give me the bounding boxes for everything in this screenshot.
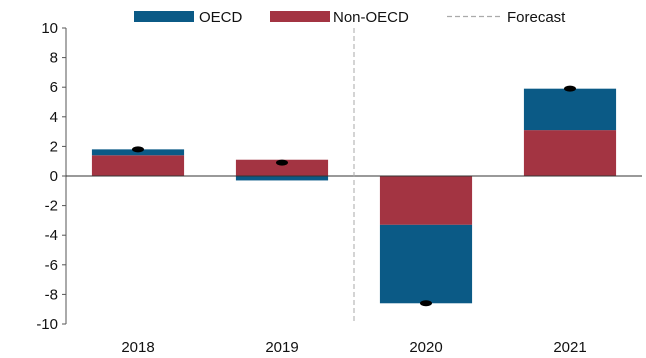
y-tick-label: 4 [50,109,58,126]
bar-oecd-2019 [235,176,329,181]
legend-label-non-oecd: Non-OECD [333,9,409,26]
legend-label-forecast: Forecast [507,9,566,26]
bar-non-oecd-2020 [379,176,473,225]
y-tick-label: -8 [45,286,58,303]
y-tick-label: 6 [50,79,58,96]
x-tick-label: 2018 [121,339,154,356]
y-tick-label: -4 [45,227,58,244]
y-tick-label: 10 [41,20,58,37]
y-tick-label: -10 [36,316,58,333]
legend-swatch-oecd [134,11,194,22]
legend-swatch-non-oecd [270,11,330,22]
legend-label-oecd: OECD [199,9,243,26]
x-axis: 2018 2019 2020 2021 [121,339,586,356]
total-marker-2021 [564,85,576,92]
x-tick-label: 2021 [553,339,586,356]
total-marker-2020 [420,300,432,307]
bar-non-oecd-2021 [523,130,617,176]
y-tick-label: 0 [50,168,58,185]
bar-oecd-2020 [379,224,473,304]
bar-non-oecd-2019 [235,159,329,176]
total-markers [132,85,576,307]
bars [66,88,642,304]
total-marker-2019 [276,159,288,166]
y-tick-label: 8 [50,50,58,67]
y-tick-label: -2 [45,198,58,215]
legend: OECD Non-OECD Forecast [134,9,566,26]
bar-non-oecd-2018 [91,155,185,176]
x-tick-label: 2019 [265,339,298,356]
total-marker-2018 [132,146,144,153]
x-tick-label: 2020 [409,339,442,356]
y-tick-label: -6 [45,257,58,274]
y-axis: -10 -8 -6 -4 -2 0 2 4 6 8 10 [36,20,67,333]
bar-oecd-2021 [523,88,617,131]
y-tick-label: 2 [50,138,58,155]
